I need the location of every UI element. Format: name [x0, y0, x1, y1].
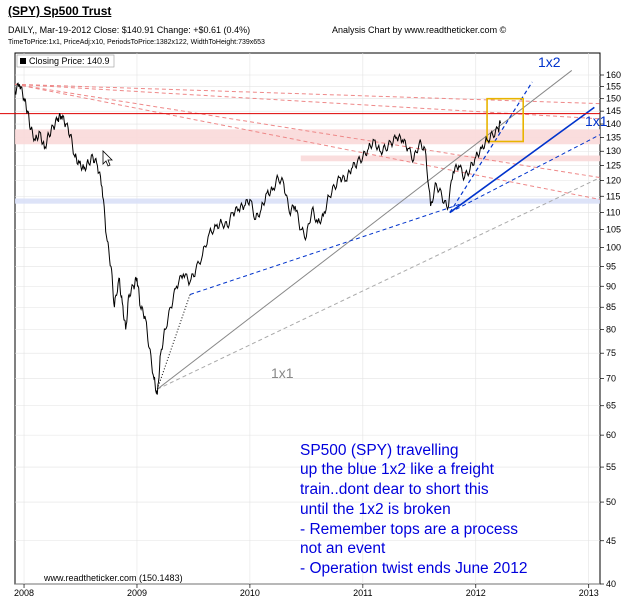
x-tick-label: 2012	[466, 588, 486, 598]
grid-lines	[15, 53, 600, 585]
chart-parameters: TimeToPrice:1x1, PriceAdj:x10, PeriodsTo…	[8, 39, 265, 46]
y-tick-label: 70	[606, 374, 616, 384]
y-tick-label: 65	[606, 401, 616, 411]
note-line: not an event	[300, 540, 386, 557]
x-tick-label: 2013	[579, 588, 599, 598]
chart-title: (SPY) Sp500 Trust	[8, 4, 112, 18]
note-line: up the blue 1x2 like a freight	[300, 461, 495, 478]
legend-label: Closing Price: 140.9	[29, 56, 110, 66]
note-line: until the 1x2 is broken	[300, 501, 451, 518]
footer-credit: www.readtheticker.com (150.1483)	[43, 573, 183, 583]
x-tick-label: 2011	[353, 588, 372, 598]
y-tick-label: 150	[606, 94, 621, 104]
trend-overlays	[0, 70, 601, 390]
y-tick-label: 80	[606, 325, 616, 335]
gray-dashed-line	[157, 177, 601, 390]
support-zone	[15, 198, 600, 204]
y-tick-label: 100	[606, 243, 621, 253]
blue-dashed-line	[449, 134, 601, 214]
y-tick-label: 145	[606, 106, 621, 116]
x-tick-label: 2009	[127, 588, 147, 598]
commentary-note: SP500 (SPY) travelling up the blue 1x2 l…	[300, 442, 527, 577]
y-tick-label: 90	[606, 281, 616, 291]
y-tick-label: 75	[606, 348, 616, 358]
price-zones	[15, 129, 600, 204]
cursor-icon	[102, 150, 113, 167]
blue-1x2-line	[449, 81, 533, 213]
y-tick-label: 60	[606, 430, 616, 440]
red-dashed-fan-line	[14, 83, 601, 179]
y-tick-label: 125	[606, 161, 621, 171]
y-tick-label: 115	[606, 191, 620, 201]
y-tick-label: 110	[606, 208, 620, 218]
note-line: - Remember tops are a process	[300, 521, 518, 538]
label-1x1-gray: 1x1	[271, 365, 294, 381]
y-tick-label: 55	[606, 462, 616, 472]
y-tick-label: 85	[606, 302, 616, 312]
blue-1x1-line	[449, 106, 595, 214]
y-tick-label: 45	[606, 536, 616, 546]
blue-dashed-line	[189, 202, 465, 295]
x-tick-label: 2008	[14, 588, 34, 598]
y-tick-label: 155	[606, 82, 621, 92]
y-tick-label: 160	[606, 70, 621, 80]
note-line: SP500 (SPY) travelling	[300, 442, 459, 459]
red-dashed-fan-line	[14, 83, 601, 200]
price-summary: DAILY,, Mar-19-2012 Close: $140.91 Chang…	[8, 25, 251, 35]
x-axis-ticks: 2008 2009 2010 2011 2012 2013	[14, 584, 599, 598]
label-1x1-right: 1x1	[585, 113, 608, 129]
y-axis-ticks: 40 45 50 55 60 65 70 75 80 85 90 95 100 105 110 115 120 1…	[600, 70, 621, 589]
y-tick-label: 140	[606, 119, 621, 129]
analysis-credit: Analysis Chart by www.readtheticker.com …	[332, 25, 507, 35]
resistance-zone	[15, 129, 600, 145]
note-line: train..dont dear to short this	[300, 481, 489, 498]
legend-box	[16, 54, 115, 68]
highlight-box	[486, 97, 525, 143]
legend-swatch	[20, 58, 26, 64]
gray-1x1-line	[156, 70, 573, 390]
note-line: - Operation twist ends June 2012	[300, 560, 527, 577]
y-tick-label: 135	[606, 132, 621, 142]
y-tick-label: 40	[606, 579, 616, 589]
x-tick-label: 2010	[240, 588, 260, 598]
y-tick-label: 95	[606, 261, 616, 271]
mid-resistance-zone	[300, 155, 600, 162]
y-tick-label: 105	[606, 225, 621, 235]
y-tick-label: 120	[606, 176, 621, 186]
y-tick-label: 50	[606, 497, 616, 507]
y-tick-label: 130	[606, 146, 621, 156]
price-series-line	[14, 82, 502, 395]
label-1x2: 1x2	[538, 54, 561, 70]
